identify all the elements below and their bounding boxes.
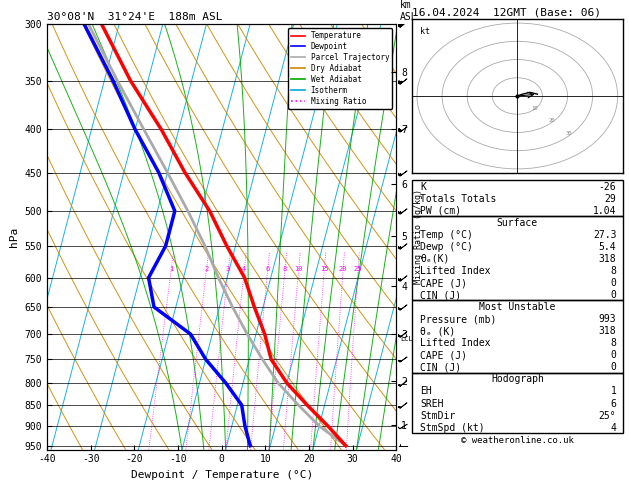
Text: 1: 1 bbox=[169, 265, 173, 272]
Text: 0: 0 bbox=[611, 290, 616, 300]
Text: CIN (J): CIN (J) bbox=[420, 363, 462, 372]
Text: K: K bbox=[420, 182, 426, 191]
Text: Totals Totals: Totals Totals bbox=[420, 194, 497, 204]
Text: Mixing Ratio (g/kg): Mixing Ratio (g/kg) bbox=[414, 190, 423, 284]
Text: kt: kt bbox=[420, 27, 430, 36]
Bar bbox=[412, 373, 623, 433]
Bar bbox=[412, 180, 623, 216]
Text: Pressure (mb): Pressure (mb) bbox=[420, 314, 497, 324]
Text: 20: 20 bbox=[339, 265, 347, 272]
Text: 30: 30 bbox=[565, 131, 572, 136]
Text: Temp (°C): Temp (°C) bbox=[420, 230, 473, 240]
X-axis label: Dewpoint / Temperature (°C): Dewpoint / Temperature (°C) bbox=[131, 470, 313, 480]
Text: 8: 8 bbox=[282, 265, 287, 272]
Legend: Temperature, Dewpoint, Parcel Trajectory, Dry Adiabat, Wet Adiabat, Isotherm, Mi: Temperature, Dewpoint, Parcel Trajectory… bbox=[288, 28, 392, 109]
Text: 8: 8 bbox=[611, 266, 616, 276]
Text: 318: 318 bbox=[599, 326, 616, 336]
Text: SREH: SREH bbox=[420, 399, 444, 409]
Text: Surface: Surface bbox=[497, 218, 538, 228]
Text: CIN (J): CIN (J) bbox=[420, 290, 462, 300]
Text: θₑ(K): θₑ(K) bbox=[420, 254, 450, 264]
Text: CAPE (J): CAPE (J) bbox=[420, 350, 467, 360]
Text: EH: EH bbox=[420, 386, 432, 397]
Text: 6: 6 bbox=[265, 265, 270, 272]
Text: 16.04.2024  12GMT (Base: 06): 16.04.2024 12GMT (Base: 06) bbox=[412, 7, 601, 17]
Text: Lifted Index: Lifted Index bbox=[420, 266, 491, 276]
Text: 29: 29 bbox=[604, 194, 616, 204]
Text: km
ASL: km ASL bbox=[399, 0, 417, 22]
Text: 0: 0 bbox=[611, 363, 616, 372]
Text: 25: 25 bbox=[353, 265, 362, 272]
Text: 1.04: 1.04 bbox=[593, 206, 616, 216]
Text: 5.4: 5.4 bbox=[599, 242, 616, 252]
Text: 993: 993 bbox=[599, 314, 616, 324]
Text: 30°08'N  31°24'E  188m ASL: 30°08'N 31°24'E 188m ASL bbox=[47, 12, 223, 22]
Text: LCL: LCL bbox=[401, 336, 413, 342]
Text: Dewp (°C): Dewp (°C) bbox=[420, 242, 473, 252]
Text: 10: 10 bbox=[531, 106, 538, 111]
Text: -26: -26 bbox=[599, 182, 616, 191]
Text: 2: 2 bbox=[204, 265, 208, 272]
Text: θₑ (K): θₑ (K) bbox=[420, 326, 455, 336]
Text: 6: 6 bbox=[611, 399, 616, 409]
Bar bbox=[412, 216, 623, 300]
Text: 1: 1 bbox=[611, 386, 616, 397]
Text: 10: 10 bbox=[294, 265, 303, 272]
Text: 4: 4 bbox=[242, 265, 246, 272]
Text: 0: 0 bbox=[611, 350, 616, 360]
Text: CAPE (J): CAPE (J) bbox=[420, 278, 467, 288]
Text: Lifted Index: Lifted Index bbox=[420, 338, 491, 348]
Y-axis label: hPa: hPa bbox=[9, 227, 19, 247]
Text: 3: 3 bbox=[226, 265, 230, 272]
Text: 4: 4 bbox=[611, 423, 616, 433]
Text: 15: 15 bbox=[320, 265, 328, 272]
Text: 8: 8 bbox=[611, 338, 616, 348]
Text: Hodograph: Hodograph bbox=[491, 374, 544, 384]
Text: 27.3: 27.3 bbox=[593, 230, 616, 240]
Text: © weatheronline.co.uk: © weatheronline.co.uk bbox=[461, 436, 574, 446]
Text: 318: 318 bbox=[599, 254, 616, 264]
Text: StmDir: StmDir bbox=[420, 411, 455, 420]
Bar bbox=[412, 300, 623, 373]
Text: PW (cm): PW (cm) bbox=[420, 206, 462, 216]
Text: Most Unstable: Most Unstable bbox=[479, 302, 555, 312]
Text: 0: 0 bbox=[611, 278, 616, 288]
Text: 25°: 25° bbox=[599, 411, 616, 420]
Text: 20: 20 bbox=[548, 118, 555, 123]
Text: StmSpd (kt): StmSpd (kt) bbox=[420, 423, 485, 433]
